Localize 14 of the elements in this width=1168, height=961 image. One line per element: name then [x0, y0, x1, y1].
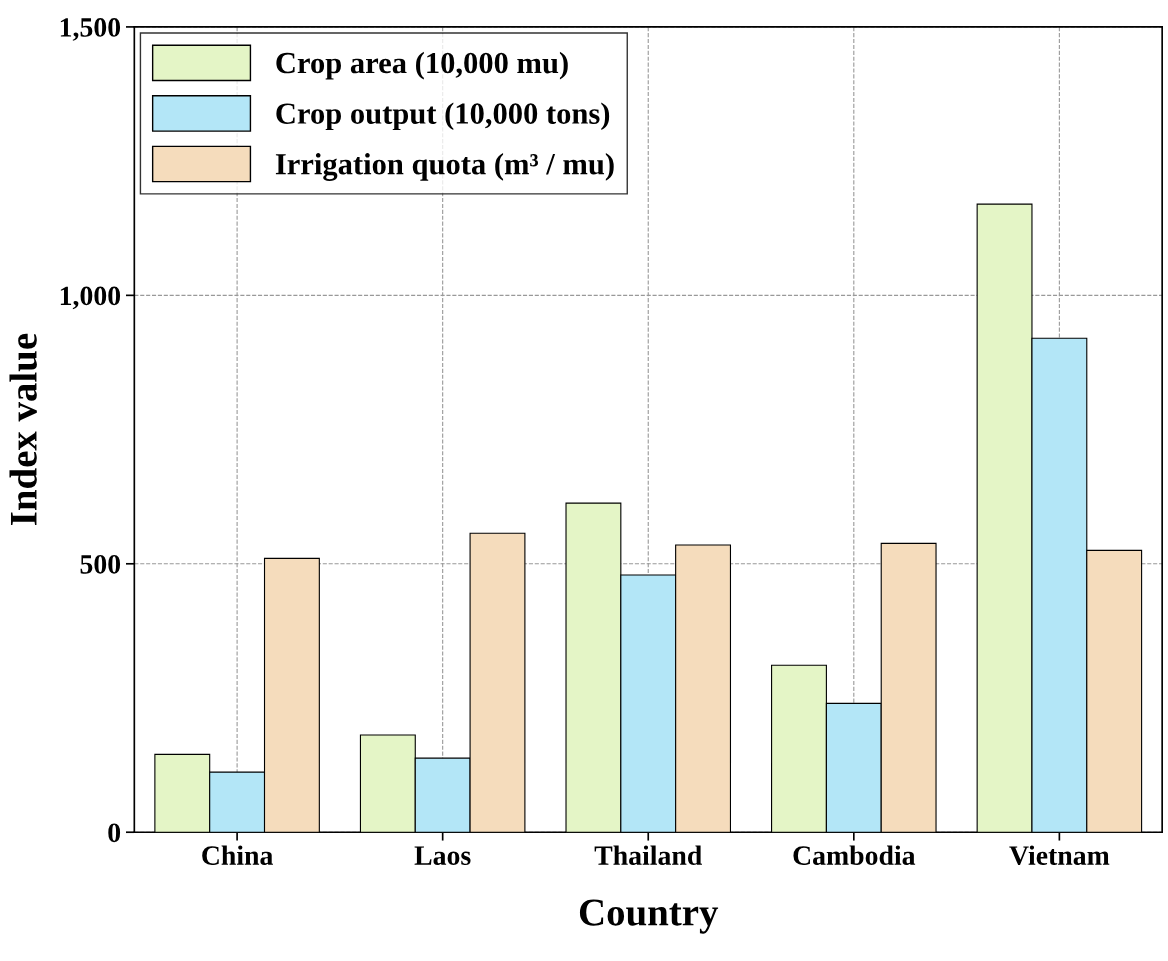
- y-tick-label: 1,500: [60, 18, 121, 41]
- legend-label: Crop output (10,000 tons): [276, 102, 610, 131]
- x-tick-label: China: [202, 845, 273, 865]
- x-axis-title: Country: [579, 899, 719, 934]
- x-tick-label: Vietnam: [1009, 845, 1110, 866]
- y-axis-title: Index value: [9, 333, 37, 525]
- y-tick-label: 500: [80, 554, 121, 574]
- x-tick-label: Laos: [414, 846, 471, 865]
- x-tick-label: Thailand: [594, 845, 702, 865]
- y-tick-label: 1,000: [60, 286, 121, 310]
- x-tick-label: Cambodia: [793, 845, 916, 865]
- legend-label: Irrigation quota (m³ / mu): [275, 152, 614, 181]
- y-tick-label: 0: [108, 823, 121, 843]
- legend-label: Crop area (10,000 mu): [276, 51, 568, 80]
